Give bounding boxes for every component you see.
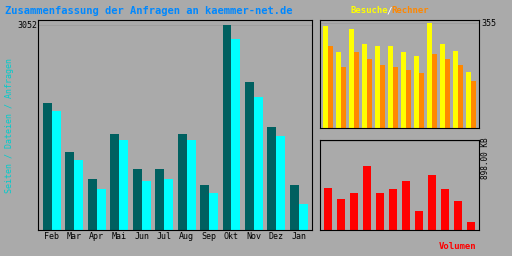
- Bar: [350, 193, 358, 230]
- Bar: [349, 29, 354, 128]
- Bar: [323, 26, 328, 128]
- Text: Besuche: Besuche: [351, 6, 388, 15]
- Bar: [97, 189, 106, 230]
- Bar: [178, 134, 186, 230]
- Bar: [267, 127, 276, 230]
- Bar: [376, 193, 384, 230]
- Bar: [428, 175, 436, 230]
- Bar: [380, 65, 385, 128]
- Bar: [328, 46, 333, 128]
- Bar: [43, 103, 52, 230]
- Bar: [223, 25, 231, 230]
- Text: Volumen: Volumen: [439, 242, 476, 251]
- Bar: [186, 140, 196, 230]
- Bar: [142, 181, 151, 230]
- Text: /: /: [387, 6, 392, 15]
- Bar: [66, 152, 74, 230]
- Bar: [406, 70, 411, 128]
- Y-axis label: Seiten / Dateien / Anfragen: Seiten / Dateien / Anfragen: [5, 58, 14, 193]
- Bar: [402, 182, 410, 230]
- Bar: [324, 188, 332, 230]
- Bar: [427, 23, 432, 128]
- Bar: [245, 82, 254, 230]
- Bar: [290, 185, 299, 230]
- Bar: [367, 59, 372, 128]
- Bar: [341, 67, 346, 128]
- Bar: [393, 67, 398, 128]
- Bar: [119, 140, 128, 230]
- Bar: [471, 81, 476, 128]
- Text: Rechner: Rechner: [392, 6, 429, 15]
- Bar: [88, 179, 97, 230]
- Bar: [454, 201, 462, 230]
- Bar: [414, 56, 419, 128]
- Bar: [419, 73, 424, 128]
- Bar: [466, 72, 471, 128]
- Bar: [299, 204, 308, 230]
- Bar: [389, 188, 397, 230]
- Bar: [432, 54, 437, 128]
- Bar: [445, 59, 450, 128]
- Bar: [363, 166, 371, 230]
- Text: Zusammenfassung der Anfragen an kaemmer-net.de: Zusammenfassung der Anfragen an kaemmer-…: [5, 6, 293, 16]
- Bar: [354, 52, 359, 128]
- Bar: [441, 189, 449, 230]
- Bar: [164, 179, 173, 230]
- Bar: [276, 136, 285, 230]
- Bar: [209, 193, 218, 230]
- Bar: [467, 222, 475, 230]
- Bar: [231, 39, 241, 230]
- Bar: [254, 97, 263, 230]
- Bar: [375, 46, 380, 128]
- Bar: [110, 134, 119, 230]
- Bar: [133, 169, 142, 230]
- Bar: [440, 44, 445, 128]
- Bar: [388, 46, 393, 128]
- Bar: [200, 185, 209, 230]
- Bar: [453, 51, 458, 128]
- Bar: [155, 169, 164, 230]
- Bar: [74, 161, 83, 230]
- Bar: [458, 65, 463, 128]
- Bar: [52, 111, 61, 230]
- Bar: [401, 52, 406, 128]
- Bar: [415, 211, 423, 230]
- Bar: [362, 44, 367, 128]
- Bar: [337, 199, 345, 230]
- Bar: [336, 52, 341, 128]
